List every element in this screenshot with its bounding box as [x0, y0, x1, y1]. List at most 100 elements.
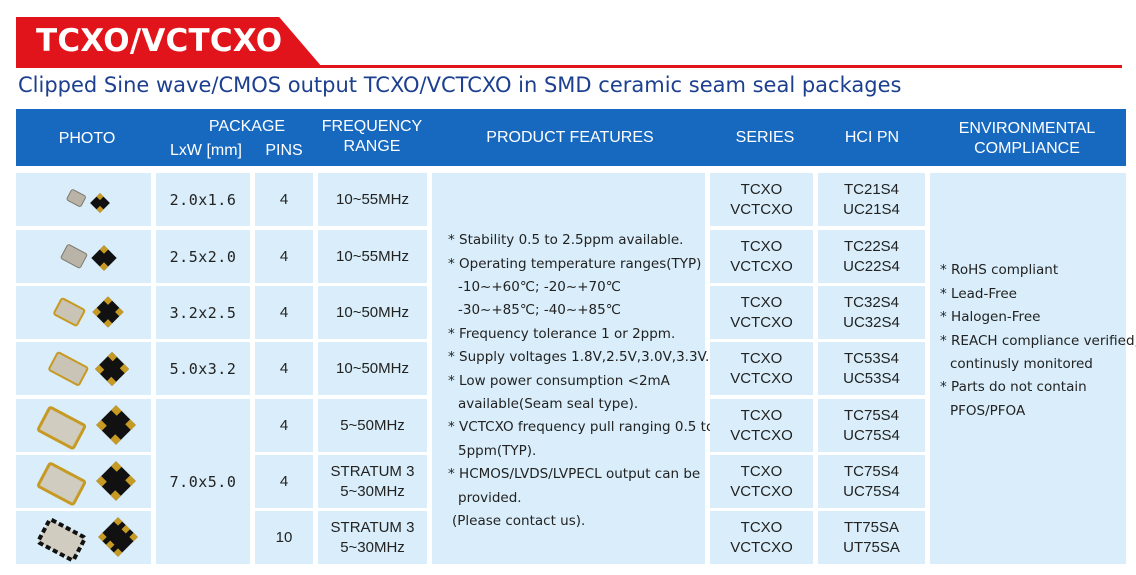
header-photo: PHOTO — [58, 130, 116, 147]
series-line: TCXO — [740, 462, 783, 480]
pins-cell: 4 — [255, 286, 313, 339]
series-cell: TCXO VCTCXO — [710, 230, 813, 283]
frequency-cell: 10~50MHz — [318, 342, 427, 395]
header-frequency-2: RANGE — [343, 138, 401, 155]
part-number: TC32S4 — [843, 293, 900, 311]
env-line: continusly monitored — [950, 356, 1093, 372]
pins-cell: 10 — [255, 511, 313, 564]
crystal-chip-icon — [36, 461, 136, 506]
feature-line: * Operating temperature ranges(TYP) — [448, 256, 702, 272]
feature-line: * Stability 0.5 to 2.5ppm available. — [448, 232, 684, 248]
table-header: PHOTO PACKAGE LxW [mm] PINS FREQUENCY RA… — [16, 109, 1126, 166]
frequency-line: 10~50MHz — [336, 359, 409, 377]
frequency-cell: 5~50MHz — [318, 399, 427, 452]
frequency-line: 5~50MHz — [340, 416, 405, 434]
feature-line: -10~+60℃; -20~+70℃ — [458, 279, 621, 295]
frequency-cell: 10~50MHz — [318, 286, 427, 339]
env-line: * REACH compliance verified, — [940, 333, 1136, 349]
header-pn: HCI PN — [844, 129, 900, 146]
part-number-cell: TC21S4 UC21S4 — [818, 173, 925, 226]
header-features: PRODUCT FEATURES — [486, 129, 654, 146]
size-cell: 3.2x2.5 — [156, 286, 250, 339]
header-env-2: COMPLIANCE — [974, 140, 1080, 157]
part-number: UC75S4 — [843, 426, 900, 444]
series-cell: TCXO VCTCXO — [710, 455, 813, 508]
page-subtitle: Clipped Sine wave/CMOS output TCXO/VCTCX… — [18, 73, 902, 97]
product-features-cell: * Stability 0.5 to 2.5ppm available. * O… — [432, 173, 714, 564]
part-number: UC32S4 — [843, 313, 900, 331]
series-line: TCXO — [740, 406, 783, 424]
crystal-chip-icon — [48, 351, 129, 386]
series-cell: TCXO VCTCXO — [710, 399, 813, 452]
environmental-cell: * RoHS compliant * Lead-Free * Halogen-F… — [930, 173, 1136, 564]
series-line: VCTCXO — [730, 369, 793, 387]
series-line: TCXO — [740, 180, 783, 198]
photo-cell — [16, 173, 151, 226]
series-line: TCXO — [740, 349, 783, 367]
part-number-cell: TC53S4 UC53S4 — [818, 342, 925, 395]
size-cell: 5.0x3.2 — [156, 342, 250, 395]
frequency-line: 5~30MHz — [340, 538, 405, 556]
part-number: UC75S4 — [843, 482, 900, 500]
part-number: TC21S4 — [843, 180, 900, 198]
frequency-line: 5~30MHz — [340, 482, 405, 500]
series-cell: TCXO VCTCXO — [710, 511, 813, 564]
part-number: TC75S4 — [843, 406, 900, 424]
crystal-chip-icon — [36, 405, 136, 450]
header-frequency-1: FREQUENCY — [321, 118, 423, 135]
part-number-cell: TC75S4 UC75S4 — [818, 455, 925, 508]
part-number: TC75S4 — [843, 462, 900, 480]
page-title: TCXO/VCTCXO — [36, 23, 283, 59]
series-line: TCXO — [740, 237, 783, 255]
pins-cell: 4 — [255, 230, 313, 283]
crystal-chip-icon — [53, 296, 124, 328]
feature-line: * Low power consumption <2mA — [448, 373, 670, 389]
title-rule — [16, 65, 1122, 68]
frequency-line: 10~50MHz — [336, 303, 409, 321]
series-line: TCXO — [740, 518, 783, 536]
header-package: PACKAGE — [208, 118, 286, 135]
title-band: TCXO/VCTCXO — [0, 7, 1136, 68]
series-line: VCTCXO — [730, 200, 793, 218]
part-number-cell: TC75S4 UC75S4 — [818, 399, 925, 452]
frequency-cell: STRATUM 3 5~30MHz — [318, 511, 427, 564]
header-pins: PINS — [265, 142, 303, 159]
part-number-cell: TT75SA UT75SA — [818, 511, 925, 564]
frequency-line: STRATUM 3 — [330, 518, 415, 536]
frequency-line: STRATUM 3 — [330, 462, 415, 480]
series-line: VCTCXO — [730, 482, 793, 500]
header-series: SERIES — [735, 129, 795, 146]
header-env-1: ENVIRONMENTAL — [958, 120, 1096, 137]
env-line: * Lead-Free — [940, 286, 1017, 302]
series-line: TCXO — [740, 293, 783, 311]
part-number: TC22S4 — [843, 237, 900, 255]
size-cell: 7.0x5.0 — [156, 399, 250, 564]
part-number: UT75SA — [843, 538, 900, 556]
series-cell: TCXO VCTCXO — [710, 173, 813, 226]
part-number: UC53S4 — [843, 369, 900, 387]
crystal-chip-icon — [36, 517, 138, 563]
series-cell: TCXO VCTCXO — [710, 286, 813, 339]
env-line: * Halogen-Free — [940, 309, 1041, 325]
frequency-line: 10~55MHz — [336, 247, 409, 265]
series-line: VCTCXO — [730, 313, 793, 331]
part-number: UC22S4 — [843, 257, 900, 275]
feature-line: (Please contact us). — [452, 513, 586, 529]
part-number-cell: TC32S4 UC32S4 — [818, 286, 925, 339]
frequency-line: 10~55MHz — [336, 190, 409, 208]
title-tab: TCXO/VCTCXO — [16, 17, 322, 67]
photo-cell — [16, 511, 151, 564]
photo-cell — [16, 455, 151, 508]
series-line: VCTCXO — [730, 426, 793, 444]
pins-cell: 4 — [255, 173, 313, 226]
part-number: UC21S4 — [843, 200, 900, 218]
photo-cell — [16, 399, 151, 452]
part-number: TT75SA — [843, 518, 900, 536]
frequency-cell: STRATUM 3 5~30MHz — [318, 455, 427, 508]
feature-line: * Supply voltages 1.8V,2.5V,3.0V,3.3V. — [448, 349, 710, 365]
frequency-cell: 10~55MHz — [318, 173, 427, 226]
size-cell: 2.5x2.0 — [156, 230, 250, 283]
part-number: TC53S4 — [843, 349, 900, 367]
feature-line: * Frequency tolerance 1 or 2ppm. — [448, 326, 676, 342]
series-cell: TCXO VCTCXO — [710, 342, 813, 395]
